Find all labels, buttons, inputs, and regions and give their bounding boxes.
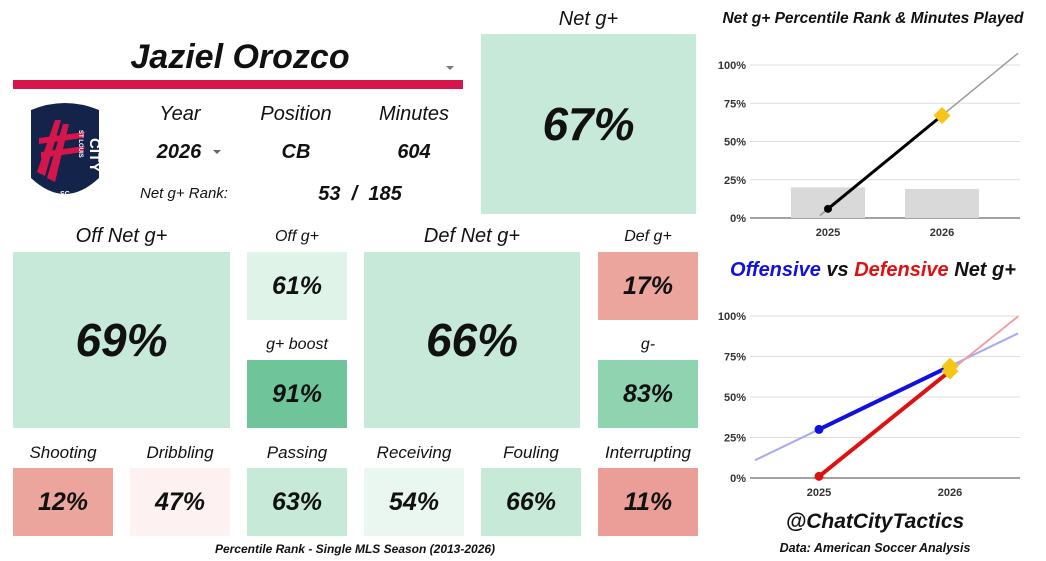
chart2-title: Offensive vs Defensive Net g+ [700,256,1046,284]
net-tile: 67% [481,34,696,214]
def-g-label: Def g+ [624,228,672,245]
twitter-handle[interactable]: @ChatCityTactics [785,510,965,533]
action-tile-interrupting: 11% [598,468,698,536]
year-value[interactable]: 2026 [156,141,202,163]
action-tile-receiving: 54% [364,468,464,536]
def-g-tile: 17% [598,252,698,320]
rank-label: Net g+ Rank: [140,185,228,202]
action-label-passing: Passing [266,443,328,462]
y-tick-label: 75% [724,98,746,110]
badge-sc-text: SC [60,191,70,198]
point-2026 [941,362,959,380]
def-net-tile: 66% [364,252,580,428]
data-source: Data: American Soccer Analysis [779,541,971,555]
minutes-value: 604 [397,141,431,163]
action-tile-fouling: 66% [481,468,581,536]
y-tick-label: 25% [724,433,746,445]
chart1: 0% 25% 50% 75% 100% 2025 2026 [718,52,1020,239]
position-value: CB [281,141,311,163]
chart2-title-defensive: Defensive [854,258,949,281]
y-tick-label: 0% [730,213,746,225]
player-name: Jaziel Orozco [130,37,350,76]
y-tick-label: 100% [718,60,746,72]
off-g-tile: 61% [247,252,347,320]
action-tile-passing: 63% [247,468,347,536]
g-boost-label: g+ boost [266,336,328,353]
x-tick-label: 2025 [807,487,831,499]
def-net-label: Def Net g+ [423,225,521,247]
player-dropdown-icon[interactable] [446,66,454,70]
y-tick-label: 0% [730,473,746,485]
footer-caption: Percentile Rank - Single MLS Season (201… [214,542,496,556]
minutes-bar [905,188,979,218]
off-net-tile: 69% [13,252,230,428]
point-2026 [933,107,951,124]
action-label-interrupting: Interrupting [605,443,691,462]
y-tick-label: 75% [724,352,746,364]
series-line [817,369,952,478]
y-tick-label: 25% [724,175,746,187]
badge-stlouis-text: ST LOUIS [77,130,83,158]
minutes-bar [791,187,865,218]
off-net-label: Off Net g+ [75,225,168,247]
action-label-dribbling: Dribbling [146,443,214,462]
chart1-title: Net g+ Percentile Rank & Minutes Played [722,10,1024,27]
rank-value: 53 / 185 [318,183,402,205]
action-label-receiving: Receiving [376,443,452,462]
badge-city-text: CITY [86,138,103,172]
y-tick-label: 50% [724,137,746,149]
point-2025 [814,471,824,481]
point-2025 [824,204,832,213]
year-label: Year [159,103,201,125]
club-badge-logo: CITY ST LOUIS SC [27,98,103,210]
chart2-title-net: Net g+ [948,258,1016,281]
net-label: Net g+ [558,8,619,30]
g-minus-tile: 83% [598,360,698,428]
chart2-title-offensive: Offensive [730,258,821,281]
action-label-shooting: Shooting [29,443,97,462]
x-tick-label: 2025 [816,227,840,239]
name-underline [13,80,463,89]
action-tile-dribbling: 47% [130,468,230,536]
y-tick-label: 50% [724,392,746,404]
position-label: Position [260,103,332,125]
x-tick-label: 2026 [930,227,954,239]
y-tick-label: 100% [718,311,746,323]
action-tile-shooting: 12% [13,468,113,536]
x-tick-label: 2026 [938,487,962,499]
point-2025 [814,424,824,434]
year-dropdown-icon[interactable] [213,150,221,154]
g-minus-label: g- [640,336,656,353]
chart1-series-line [827,114,943,210]
chart2-title-vs: vs [820,258,855,281]
minutes-label: Minutes [378,103,450,125]
action-label-fouling: Fouling [503,443,559,462]
g-boost-tile: 91% [247,360,347,428]
chart2: 0% 25% 50% 75% 100% 2025 2026 [718,311,1020,499]
off-g-label: Off g+ [274,228,320,245]
series-line [818,364,951,432]
